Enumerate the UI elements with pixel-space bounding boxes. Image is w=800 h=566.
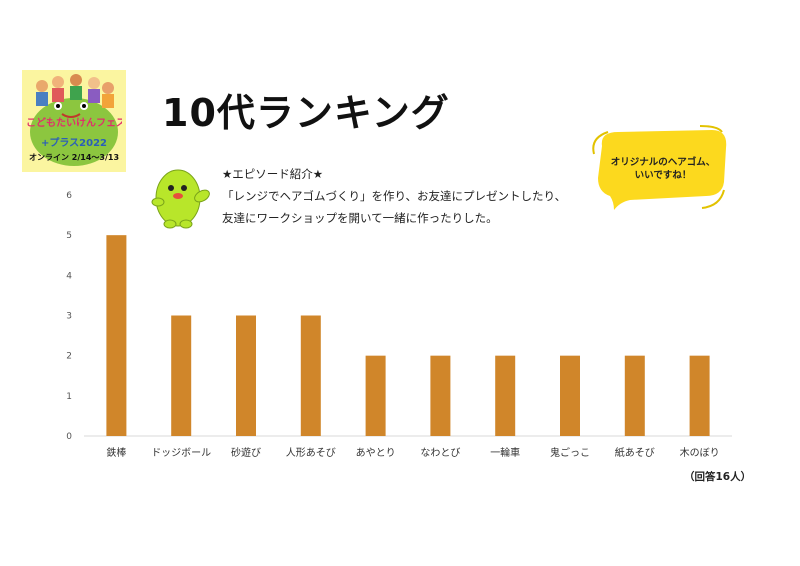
event-logo: こどもたいけんフェス +プラス2022 オンライン 2/14〜3/13	[22, 70, 126, 172]
x-tick-label: 鉄棒	[106, 446, 126, 459]
x-tick-label: 一輪車	[490, 446, 520, 459]
x-tick-label: 砂遊び	[231, 446, 261, 459]
x-tick-label: 木のぼり	[680, 447, 720, 459]
bar	[624, 355, 645, 436]
bar	[171, 315, 192, 436]
logo-illustration	[30, 74, 118, 166]
y-tick-label: 6	[66, 191, 72, 201]
x-tick-label: あやとり	[356, 447, 396, 459]
y-tick-label: 3	[66, 312, 72, 322]
x-tick-label: 鬼ごっこ	[550, 446, 590, 459]
bar	[236, 315, 256, 436]
episode-text: ★エピソード紹介★ 「レンジでヘアゴムづくり」を作り、お友達にプレゼントしたり、…	[222, 163, 566, 229]
speech-bubble-line-2: いいですね！	[634, 170, 692, 181]
logo-sub-text: +プラス2022	[40, 138, 107, 149]
y-tick-label: 4	[66, 271, 72, 281]
logo-main-text: こどもたいけんフェス	[26, 118, 122, 129]
episode-line-2: 友達にワークショップを開いて一緒に作ったりした。	[222, 211, 498, 225]
y-tick-label: 5	[66, 231, 72, 241]
bar	[106, 235, 127, 436]
bar	[560, 355, 580, 436]
respondents-note: （回答16人）	[684, 471, 752, 483]
page-title: 10代ランキング	[162, 91, 450, 135]
y-tick-label: 2	[66, 352, 72, 362]
x-tick-label: なわとび	[420, 447, 460, 459]
x-tick-label: 人形あそび	[286, 447, 336, 459]
speech-bubble-text: オリジナルのヘアゴム、 いいですね！	[608, 156, 718, 182]
x-tick-label: 紙あそび	[615, 446, 655, 459]
bar	[689, 355, 710, 436]
episode-heading: ★エピソード紹介★	[222, 167, 324, 181]
y-tick-label: 1	[66, 392, 72, 402]
speech-bubble-line-1: オリジナルのヘアゴム、	[610, 157, 716, 168]
y-tick-label: 0	[66, 432, 72, 442]
x-tick-label: ドッジボール	[151, 447, 211, 459]
speech-bubble	[592, 125, 727, 210]
bar	[300, 315, 321, 436]
logo-date-text: オンライン 2/14〜3/13	[28, 153, 120, 162]
bar	[495, 355, 516, 436]
bar	[365, 355, 386, 436]
bar	[430, 355, 451, 436]
mascot-character	[151, 169, 210, 229]
episode-line-1: 「レンジでヘアゴムづくり」を作り、お友達にプレゼントしたり、	[222, 189, 567, 203]
